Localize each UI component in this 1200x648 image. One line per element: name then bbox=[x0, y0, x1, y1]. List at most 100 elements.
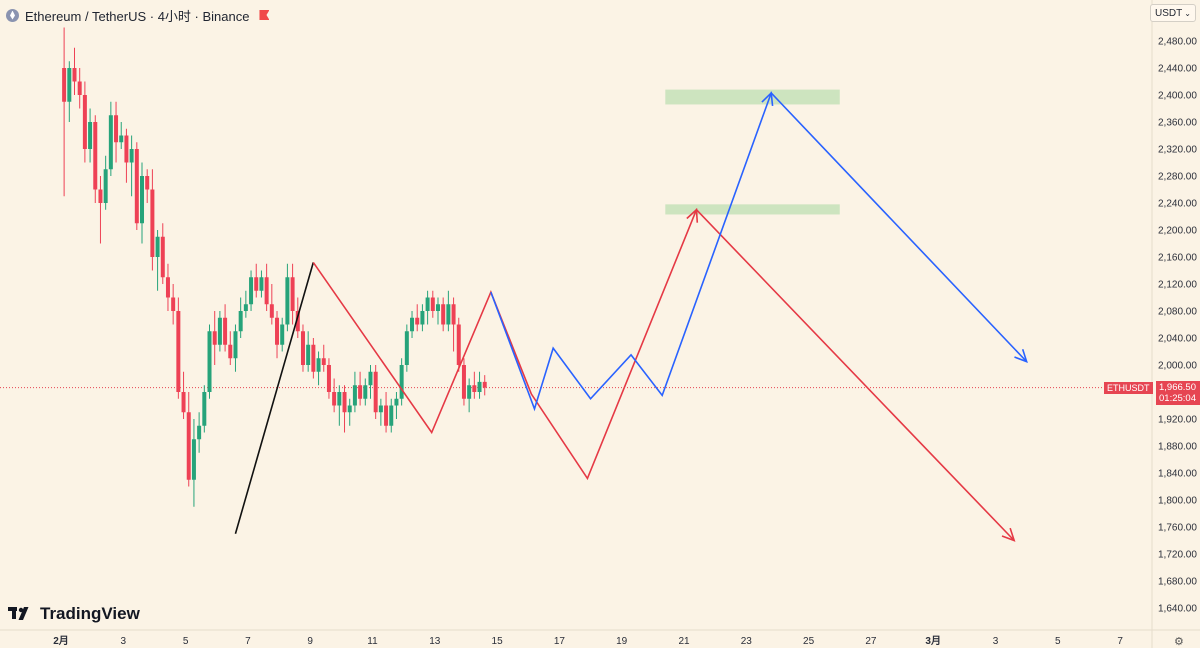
candle[interactable] bbox=[212, 331, 217, 345]
candle[interactable] bbox=[72, 68, 77, 82]
candle[interactable] bbox=[160, 236, 165, 278]
candle[interactable] bbox=[342, 392, 347, 413]
candle[interactable] bbox=[181, 392, 186, 413]
candle[interactable] bbox=[88, 122, 93, 149]
candle[interactable] bbox=[165, 277, 170, 298]
gear-icon[interactable]: ⚙ bbox=[1174, 636, 1184, 648]
candle[interactable] bbox=[134, 149, 139, 224]
candle[interactable] bbox=[202, 392, 207, 426]
lower-target-zone[interactable] bbox=[665, 204, 840, 215]
candle[interactable] bbox=[129, 149, 134, 163]
candle[interactable] bbox=[441, 304, 446, 325]
candle[interactable] bbox=[264, 277, 269, 305]
candle[interactable] bbox=[384, 405, 389, 426]
candle[interactable] bbox=[467, 385, 472, 399]
candle[interactable] bbox=[114, 115, 119, 143]
candle[interactable] bbox=[435, 304, 440, 311]
candle[interactable] bbox=[477, 381, 482, 392]
candle[interactable] bbox=[316, 358, 321, 372]
candle[interactable] bbox=[82, 95, 87, 149]
candle[interactable] bbox=[332, 392, 337, 406]
candle[interactable] bbox=[306, 344, 311, 365]
candle[interactable] bbox=[347, 405, 352, 413]
candle[interactable] bbox=[77, 81, 82, 96]
y-tick-label: 2,000.00 bbox=[1158, 361, 1197, 372]
candle[interactable] bbox=[145, 176, 150, 190]
candle[interactable] bbox=[389, 405, 394, 426]
candle[interactable] bbox=[155, 236, 160, 257]
candle[interactable] bbox=[373, 371, 378, 413]
candle[interactable] bbox=[295, 311, 300, 332]
candle[interactable] bbox=[207, 331, 212, 392]
candle[interactable] bbox=[98, 189, 103, 204]
candle[interactable] bbox=[93, 122, 98, 190]
chevron-down-icon: ⌄ bbox=[1184, 8, 1191, 18]
candle[interactable] bbox=[243, 304, 248, 311]
candle[interactable] bbox=[363, 385, 368, 399]
red-peak-arrow bbox=[686, 208, 699, 223]
red-projection-path[interactable] bbox=[312, 208, 1015, 542]
candle[interactable] bbox=[285, 277, 290, 325]
candle[interactable] bbox=[197, 425, 202, 440]
chart-title[interactable]: Ethereum / TetherUS · 4小时 · Binance bbox=[25, 8, 250, 24]
tradingview-logo[interactable]: TradingView bbox=[8, 604, 140, 624]
candle[interactable] bbox=[358, 385, 363, 399]
candle[interactable] bbox=[140, 176, 145, 224]
candle[interactable] bbox=[321, 358, 326, 365]
candle[interactable] bbox=[171, 297, 176, 312]
candle[interactable] bbox=[275, 317, 280, 345]
candle[interactable] bbox=[103, 169, 108, 203]
candle[interactable] bbox=[176, 311, 181, 392]
blue-projection-path[interactable] bbox=[490, 91, 1028, 412]
candle[interactable] bbox=[186, 412, 191, 480]
upper-target-zone[interactable] bbox=[665, 89, 840, 105]
candle[interactable] bbox=[108, 115, 113, 170]
impulse-trend-line[interactable] bbox=[234, 262, 315, 534]
candle[interactable] bbox=[119, 135, 124, 143]
candle[interactable] bbox=[259, 277, 264, 291]
candle[interactable] bbox=[269, 304, 274, 318]
candle[interactable] bbox=[378, 405, 383, 413]
candle[interactable] bbox=[337, 392, 342, 406]
candle[interactable] bbox=[446, 304, 451, 325]
candle[interactable] bbox=[425, 297, 430, 312]
candle[interactable] bbox=[394, 398, 399, 406]
currency-select[interactable]: USDT ⌄ bbox=[1150, 4, 1196, 22]
candle[interactable] bbox=[223, 317, 228, 345]
candle[interactable] bbox=[482, 381, 487, 388]
candle[interactable] bbox=[461, 365, 466, 399]
candle[interactable] bbox=[254, 277, 259, 291]
candle[interactable] bbox=[326, 365, 331, 392]
y-tick-label: 2,240.00 bbox=[1158, 199, 1197, 210]
candle[interactable] bbox=[399, 365, 404, 399]
candle[interactable] bbox=[124, 135, 129, 163]
candle[interactable] bbox=[191, 439, 196, 480]
y-tick-label: 2,440.00 bbox=[1158, 64, 1197, 75]
candle[interactable] bbox=[228, 344, 233, 359]
symbol-tag: ETHUSDT bbox=[1104, 382, 1153, 394]
candle[interactable] bbox=[300, 331, 305, 365]
candle[interactable] bbox=[456, 324, 461, 366]
candle[interactable] bbox=[410, 317, 415, 332]
candle[interactable] bbox=[150, 189, 155, 258]
x-tick-label: 17 bbox=[554, 636, 566, 647]
candle[interactable] bbox=[238, 311, 243, 332]
candle[interactable] bbox=[404, 331, 409, 365]
candle[interactable] bbox=[233, 331, 238, 359]
candle[interactable] bbox=[62, 68, 67, 102]
candle[interactable] bbox=[280, 324, 285, 345]
candle[interactable] bbox=[430, 297, 435, 312]
candle[interactable] bbox=[67, 68, 72, 102]
candle[interactable] bbox=[368, 371, 373, 386]
candle[interactable] bbox=[415, 317, 420, 325]
candle[interactable] bbox=[217, 317, 222, 345]
candle[interactable] bbox=[420, 311, 425, 325]
flag-icon[interactable] bbox=[259, 10, 270, 20]
candle[interactable] bbox=[352, 385, 357, 406]
candle[interactable] bbox=[290, 277, 295, 311]
candle[interactable] bbox=[249, 277, 254, 305]
candle[interactable] bbox=[311, 344, 316, 372]
candle[interactable] bbox=[472, 385, 477, 392]
candle[interactable] bbox=[451, 304, 456, 325]
